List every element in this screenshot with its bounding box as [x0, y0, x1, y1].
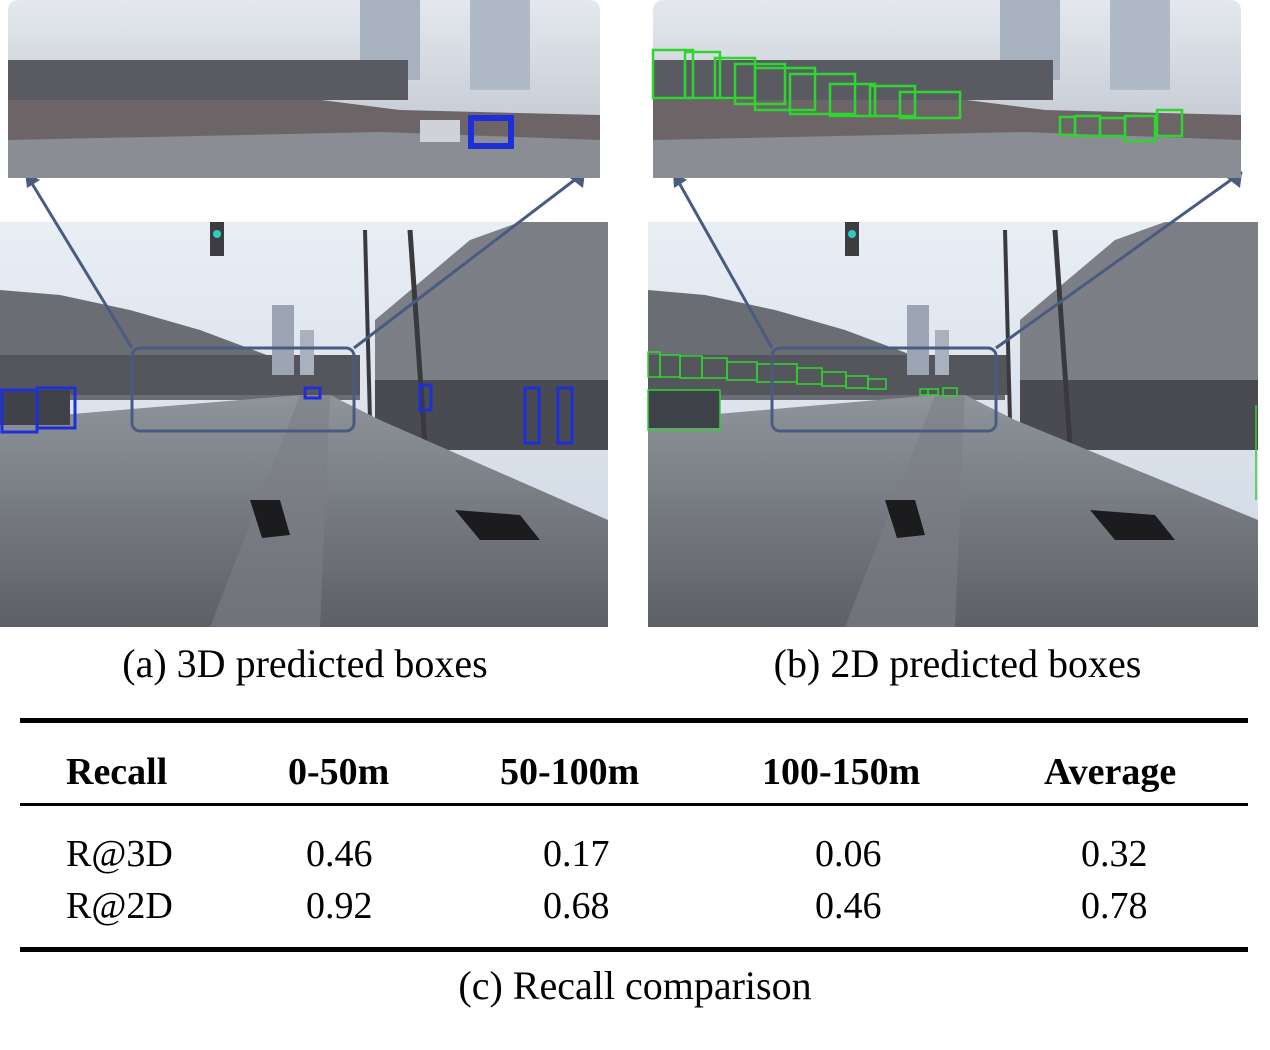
- cell-value: 0.06: [815, 833, 882, 875]
- caption-2d-predicted-boxes: (b) 2D predicted boxes: [773, 641, 1142, 686]
- table-top-rule: [20, 718, 1248, 723]
- figure-2d-predicted-boxes: [645, 0, 1270, 630]
- street-scene-2d: [647, 0, 1258, 627]
- zoom-connector-left: [23, 171, 134, 349]
- cell-value: 0.68: [543, 885, 610, 927]
- column-header-100-150m: 100-150m: [762, 751, 921, 793]
- row-label: R@3D: [66, 833, 173, 875]
- zoomed-inset: [8, 0, 600, 178]
- cell-value: 0.46: [815, 885, 882, 927]
- zoom-connector-left: [671, 171, 774, 349]
- cell-value: 0.17: [543, 833, 610, 875]
- cell-value: 0.32: [1081, 833, 1148, 875]
- caption-3d-predicted-boxes: (a) 3D predicted boxes: [122, 641, 488, 686]
- zoom-connector-right: [353, 170, 586, 350]
- street-scene-3d: [0, 0, 608, 627]
- zoom-region-box: [130, 346, 356, 433]
- predicted-3d-box-zoomed: [468, 115, 514, 149]
- zoom-connector-right: [995, 170, 1243, 350]
- column-header-0-50m: 0-50m: [288, 751, 390, 793]
- column-header-average: Average: [1044, 751, 1177, 793]
- caption-recall-comparison: (c) Recall comparison: [458, 963, 812, 1008]
- cell-value: 0.78: [1081, 885, 1148, 927]
- predicted-2d-boxes-zoomed: [651, 48, 1184, 143]
- predicted-2d-boxes: [647, 351, 1257, 500]
- cell-value: 0.46: [306, 833, 373, 875]
- figure-3d-predicted-boxes: [0, 0, 610, 630]
- zoomed-inset: [653, 0, 1241, 178]
- zoom-region-box: [770, 346, 998, 433]
- row-label: R@2D: [66, 885, 173, 927]
- predicted-3d-boxes: [0, 383, 574, 445]
- table-header-rule: [20, 803, 1248, 806]
- cell-value: 0.92: [306, 885, 373, 927]
- column-header-50-100m: 50-100m: [500, 751, 640, 793]
- main-scene: [648, 222, 1258, 627]
- column-header-recall: Recall: [66, 751, 168, 793]
- table-bottom-rule: [20, 947, 1248, 952]
